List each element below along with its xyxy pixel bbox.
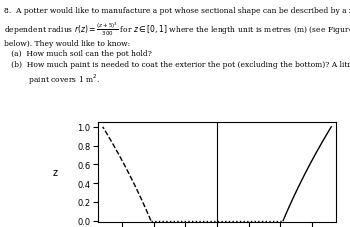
Text: z: z: [52, 168, 58, 178]
Text: 8.  A potter would like to manufacture a pot whose sectional shape can be descri: 8. A potter would like to manufacture a …: [4, 7, 350, 87]
